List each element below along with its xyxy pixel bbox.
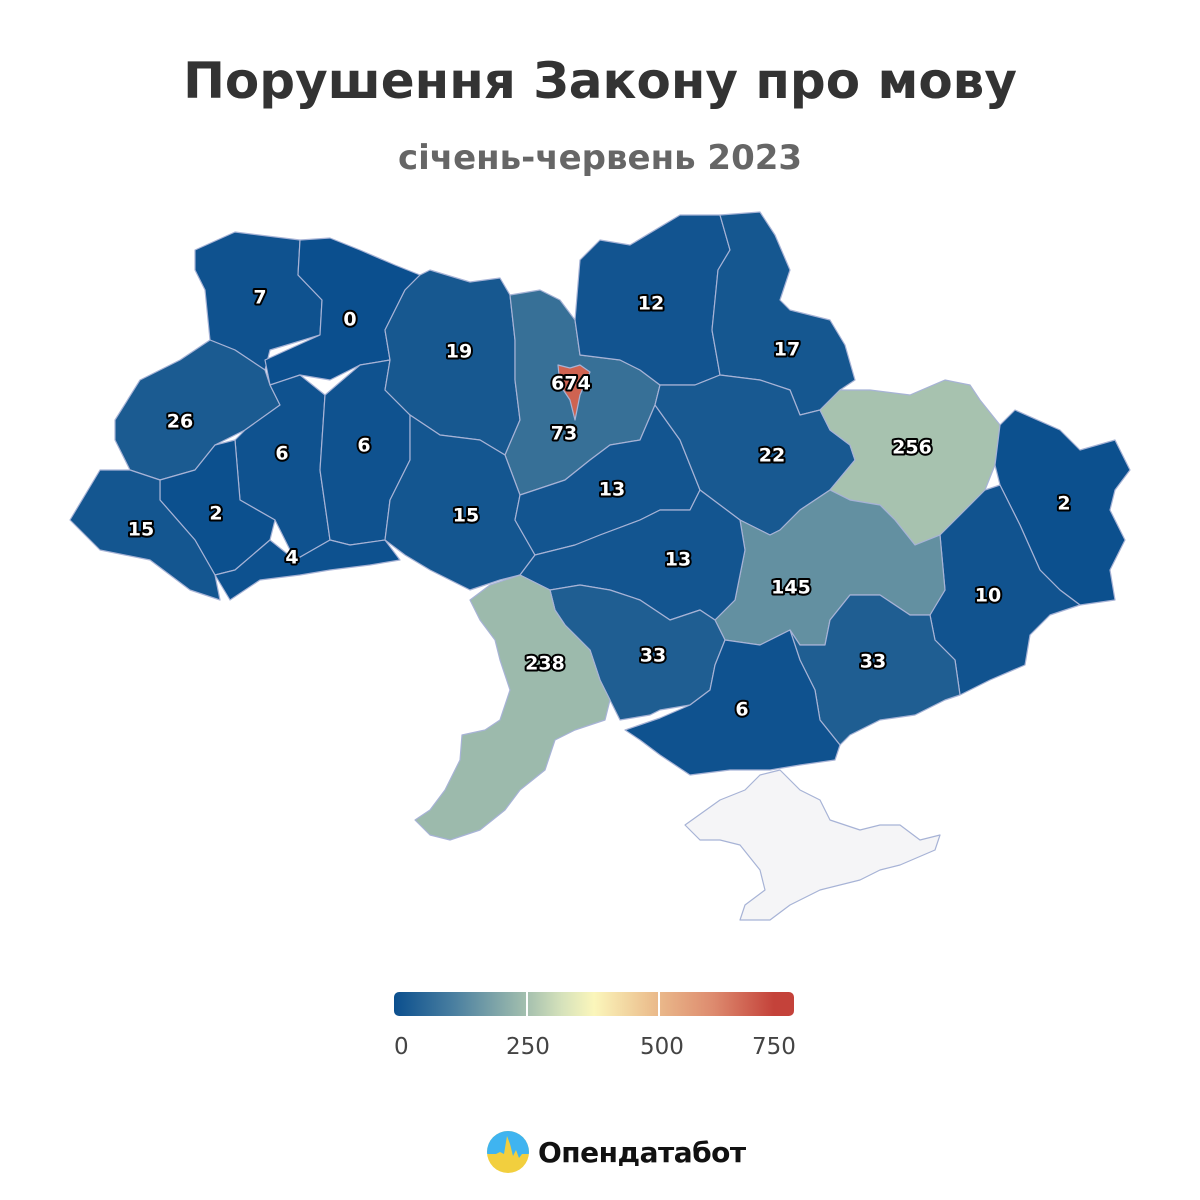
value-label-sumy: 17 — [774, 339, 800, 361]
value-label-luhansk: 2 — [1057, 493, 1070, 515]
value-label-khmelnytskyi: 6 — [357, 435, 370, 457]
legend-gradient — [394, 992, 794, 1016]
value-label-ivano-frankivsk: 2 — [209, 503, 222, 525]
value-label-odesa: 238 — [525, 653, 565, 675]
value-label-cherkasy: 13 — [599, 479, 625, 501]
labels-layer: 7 0 26 6 6 2 15 4 19 73 15 13 12 17 22 256 2 10 145 13 33 33 6… — [126, 285, 1073, 723]
value-label-donetsk: 10 — [975, 585, 1001, 607]
page-title: Порушення Закону про мову — [183, 52, 1017, 110]
value-label-zaporizhzhia: 33 — [860, 651, 886, 673]
region-chernivtsi[interactable] — [214, 539, 401, 601]
region-vinnytsia[interactable] — [384, 414, 536, 591]
value-label-zhytomyr: 19 — [446, 341, 472, 363]
opendatabot-logo-icon — [487, 1131, 529, 1173]
value-label-chernihiv: 12 — [638, 293, 664, 315]
region-ternopil[interactable] — [234, 374, 331, 561]
legend-tick: 750 — [752, 1034, 796, 1060]
value-label-kyiv-oblast: 73 — [551, 423, 577, 445]
value-label-kyiv-city: 674 — [551, 373, 591, 395]
region-odesa[interactable] — [414, 574, 611, 841]
value-label-ternopil: 6 — [275, 443, 288, 465]
value-label-kherson: 6 — [735, 699, 748, 721]
value-label-vinnytsia: 15 — [453, 505, 479, 527]
value-label-dnipro: 145 — [771, 577, 811, 599]
legend-tick: 250 — [506, 1034, 550, 1060]
regions-layer — [69, 211, 1131, 921]
value-label-chernivtsi: 4 — [285, 547, 298, 569]
value-label-volyn: 7 — [253, 287, 266, 309]
region-zakarpattia[interactable] — [69, 469, 221, 601]
value-label-poltava: 22 — [759, 445, 785, 467]
brand-logo: Опендатабот — [486, 1130, 746, 1174]
legend-separator — [526, 992, 528, 1016]
region-kherson[interactable] — [624, 629, 841, 776]
value-label-lviv: 26 — [167, 411, 193, 433]
page-subtitle: січень-червень 2023 — [397, 138, 803, 178]
legend-tick: 500 — [640, 1034, 684, 1060]
brand-name: Опендатабот — [538, 1135, 746, 1169]
value-label-zakarpattia: 15 — [128, 519, 154, 541]
value-label-rivne: 0 — [343, 309, 356, 331]
value-label-kirovohrad: 13 — [665, 549, 691, 571]
legend-separator — [658, 992, 660, 1016]
value-label-kharkiv: 256 — [892, 437, 932, 459]
color-legend — [394, 992, 794, 1016]
legend-tick: 0 — [394, 1034, 409, 1060]
region-crimea[interactable] — [684, 769, 941, 921]
region-kyiv-city[interactable] — [557, 364, 591, 421]
value-label-mykolaiv: 33 — [640, 645, 666, 667]
